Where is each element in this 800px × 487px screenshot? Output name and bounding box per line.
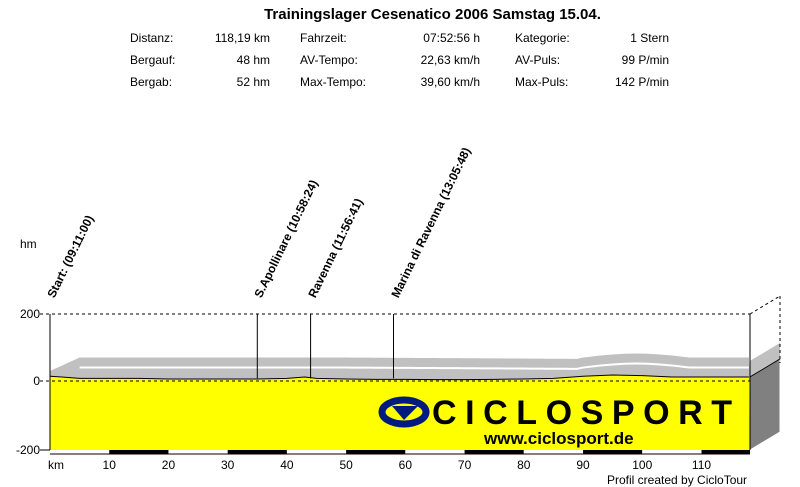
x-tick-label: 10: [103, 458, 117, 472]
stat-label: Kategorie:: [515, 31, 570, 45]
x-tick-label: 110: [692, 458, 711, 472]
grid-3d: [749, 295, 781, 315]
stat-value: 52 hm: [236, 75, 270, 89]
scale-segment: [405, 450, 465, 454]
stat-value: 07:52:56 h: [423, 31, 480, 45]
logo-icon: [378, 396, 430, 428]
stat-value: 142 P/min: [614, 75, 669, 89]
scale-segment: [464, 450, 524, 454]
y-tick-label: 0: [33, 374, 40, 388]
scale-segment: [50, 450, 110, 454]
stat-value: 1 Stern: [630, 31, 669, 45]
stat-label: AV-Tempo:: [300, 53, 358, 67]
stat-value: 39,60 km/h: [420, 75, 480, 89]
stat-label: Max-Tempo:: [300, 75, 367, 89]
side-band: [750, 342, 780, 381]
side-edge: [749, 358, 781, 378]
profile-line: [49, 374, 749, 381]
x-tick-label: 80: [517, 458, 531, 472]
stat-label: Bergab:: [130, 75, 173, 89]
scale-segment: [523, 450, 584, 454]
x-tick-label: 90: [576, 458, 590, 472]
stat-label: AV-Puls:: [515, 53, 561, 67]
x-tick-label: 40: [280, 458, 294, 472]
stat-label: Bergauf:: [130, 53, 176, 67]
scale-segment: [286, 450, 347, 454]
logo-icon: [392, 406, 418, 420]
stat-value: 48 hm: [236, 53, 270, 67]
x-tick-label: 100: [632, 458, 652, 472]
footer-credit: Profil created by CicloTour: [607, 473, 748, 487]
logo-url: www.ciclosport.de: [483, 429, 634, 448]
page-title: Trainingslager Cesenatico 2006 Samstag 1…: [264, 6, 601, 23]
y-tick-label: 200: [20, 307, 40, 321]
x-tick-label: 50: [339, 458, 353, 472]
x-tick-label: km: [48, 458, 64, 472]
band-line: [79, 362, 749, 370]
x-tick-label: 30: [221, 458, 235, 472]
y-tick-label: -200: [16, 443, 40, 457]
stat-value: 99 P/min: [621, 53, 669, 67]
stat-label: Max-Puls:: [515, 75, 569, 89]
x-tick-label: 60: [399, 458, 413, 472]
stat-label: Distanz:: [130, 31, 174, 45]
x-tick-label: 20: [162, 458, 176, 472]
x-tick-label: 70: [458, 458, 472, 472]
scale-segment: [701, 450, 750, 454]
y-axis-label: hm: [20, 237, 37, 251]
scale-segment: [168, 450, 228, 454]
scale-segment: [583, 450, 643, 454]
stat-label: Fahrzeit:: [300, 31, 347, 45]
stat-value: 118,19 km: [214, 31, 270, 45]
scale-segment: [227, 450, 287, 454]
scale-segment: [346, 450, 406, 454]
stat-value: 22,63 km/h: [420, 53, 480, 67]
scale-segment: [109, 450, 169, 454]
scale-segment: [642, 450, 702, 454]
